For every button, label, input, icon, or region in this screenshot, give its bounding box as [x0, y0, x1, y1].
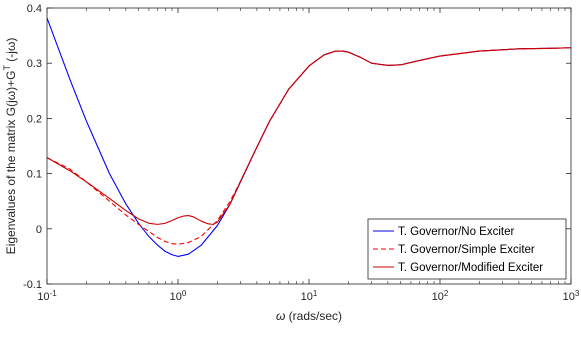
x-tick-label: 102 — [432, 289, 449, 304]
x-tick-label-base: 10 — [301, 291, 313, 303]
y-tick-label: 0.3 — [27, 58, 42, 70]
x-tick-label-base: 10 — [37, 291, 49, 303]
x-tick-label-base: 10 — [170, 291, 182, 303]
y-tick-label: 0 — [36, 224, 42, 236]
x-tick-label-exponent: 3 — [575, 289, 580, 298]
x-tick-label-exponent: 2 — [444, 289, 449, 298]
x-tick-label-exponent: 0 — [182, 289, 187, 298]
x-axis-label: ω (rads/sec) — [276, 309, 342, 323]
x-tick-label: 100 — [170, 289, 187, 304]
y-tick-label: 0.2 — [27, 113, 42, 125]
y-axis-label-superscript: T — [2, 65, 12, 71]
y-tick-label: 0.1 — [27, 169, 42, 181]
x-tick-label-base: 10 — [563, 291, 575, 303]
y-axis-label-main: Eigenvalues of the matrix G(jω)+G — [4, 71, 18, 255]
y-tick-label: 0.4 — [27, 3, 42, 15]
series-line-3 — [47, 47, 571, 225]
legend: T. Governor/No Exciter T. Governor/Simple… — [367, 218, 567, 280]
legend-box — [367, 218, 567, 280]
x-axis-label-text: (rads/sec) — [285, 309, 342, 323]
tick-layer — [46, 7, 572, 285]
legend-label-2: T. Governor/Simple Exciter — [398, 244, 535, 256]
series-layer — [47, 17, 571, 257]
y-axis-label-tail: (-jω) — [4, 38, 18, 65]
x-axis-label-symbol: ω — [276, 309, 285, 323]
y-tick-label: -0.1 — [23, 279, 42, 291]
y-axis-label: Eigenvalues of the matrix G(jω)+GT (-jω) — [2, 38, 18, 255]
x-tick-label-exponent: -1 — [50, 289, 58, 298]
legend-label-1: T. Governor/No Exciter — [398, 226, 514, 238]
x-tick-label: 10-1 — [37, 289, 57, 304]
x-tick-label: 101 — [301, 289, 318, 304]
x-tick-label: 103 — [563, 289, 580, 304]
legend-label-3: T. Governor/Modified Exciter — [398, 262, 543, 274]
x-tick-label-exponent: 1 — [313, 289, 318, 298]
tick-label-layer: -0.100.10.20.30.410-1 100 101 102 103 — [23, 3, 580, 303]
x-tick-label-base: 10 — [432, 291, 444, 303]
legend-items: T. Governor/No Exciter T. Governor/Simple… — [373, 226, 543, 274]
